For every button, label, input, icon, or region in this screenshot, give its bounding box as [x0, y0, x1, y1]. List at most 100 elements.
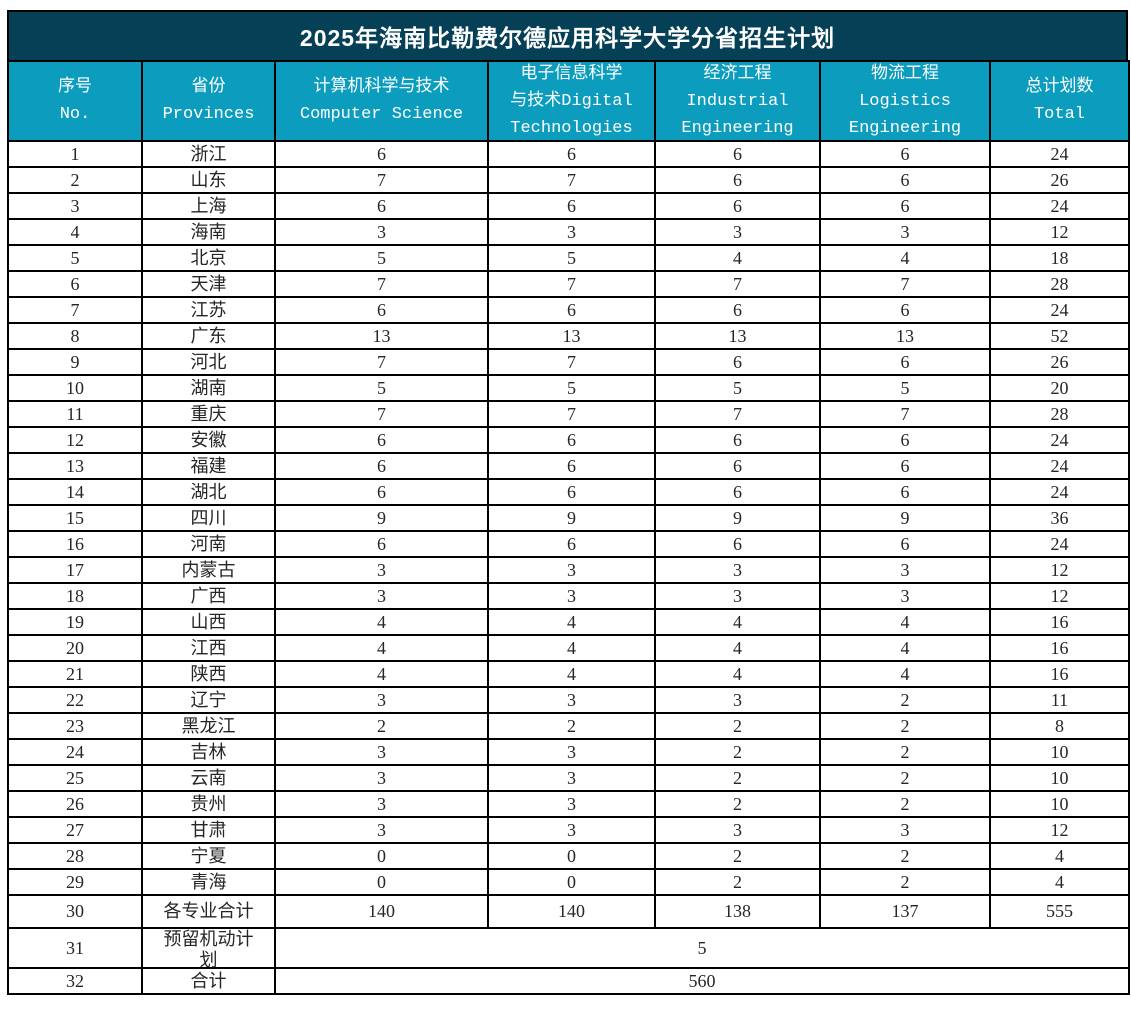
- cell-industrial-engineering: 6: [654, 192, 821, 220]
- cell-province: 山东: [141, 166, 276, 194]
- cell-computer-science: 6: [274, 530, 489, 558]
- table-row: 18 广西 3 3 3 3 12: [7, 582, 1130, 610]
- header-line: 省份: [191, 78, 226, 97]
- cell-province: 辽宁: [141, 686, 276, 714]
- cell-digital-technologies: 2: [487, 712, 656, 740]
- cell-no: 27: [7, 816, 143, 844]
- cell-province: 海南: [141, 218, 276, 246]
- table-row: 20 江西 4 4 4 4 16: [7, 634, 1130, 662]
- cell-logistics-engineering: 3: [819, 582, 991, 610]
- cell-digital-technologies: 6: [487, 530, 656, 558]
- cell-industrial-engineering: 2: [654, 712, 821, 740]
- cell-total: 4: [989, 842, 1130, 870]
- header-line: 计算机科学与技术: [313, 78, 450, 97]
- table-row: 4 海南 3 3 3 3 12: [7, 218, 1130, 246]
- cell-logistics-engineering: 2: [819, 738, 991, 766]
- cell-industrial-engineering: 2: [654, 868, 821, 896]
- cell-logistics-engineering: 7: [819, 400, 991, 428]
- cell-industrial-engineering: 13: [654, 322, 821, 350]
- cell-industrial-engineering: 6: [654, 478, 821, 506]
- cell-no: 15: [7, 504, 143, 532]
- summary-row-grand-total: 32 合计 560: [7, 967, 1130, 995]
- cell-no: 8: [7, 322, 143, 350]
- cell-province: 广东: [141, 322, 276, 350]
- cell-province: 河南: [141, 530, 276, 558]
- table-row: 13 福建 6 6 6 6 24: [7, 452, 1130, 480]
- cell-total: 24: [989, 426, 1130, 454]
- cell-grand-column-total: 555: [989, 894, 1130, 929]
- cell-total: 28: [989, 400, 1130, 428]
- col-header-total: 总计划数 Total: [989, 60, 1130, 142]
- cell-no: 20: [7, 634, 143, 662]
- table-row: 3 上海 6 6 6 6 24: [7, 192, 1130, 220]
- cell-total: 24: [989, 192, 1130, 220]
- cell-computer-science: 6: [274, 426, 489, 454]
- header-line: 经济工程: [703, 64, 772, 84]
- cell-digital-technologies: 6: [487, 426, 656, 454]
- cell-computer-science: 6: [274, 296, 489, 324]
- cell-no: 26: [7, 790, 143, 818]
- summary-row-per-major-total: 30 各专业合计 140 140 138 137 555: [7, 894, 1130, 929]
- cell-no: 7: [7, 296, 143, 324]
- cell-no: 4: [7, 218, 143, 246]
- cell-logistics-engineering: 4: [819, 634, 991, 662]
- cell-computer-science: 3: [274, 816, 489, 844]
- cell-logistics-engineering: 6: [819, 452, 991, 480]
- cell-no: 9: [7, 348, 143, 376]
- summary-row-reserved-plan: 31 预留机动计划 5: [7, 927, 1130, 969]
- cell-province: 上海: [141, 192, 276, 220]
- cell-province: 浙江: [141, 140, 276, 168]
- cell-total: 52: [989, 322, 1130, 350]
- col-header-digital-technologies: 电子信息科学 与技术Digital Technologies: [487, 60, 656, 142]
- cell-no: 29: [7, 868, 143, 896]
- cell-industrial-engineering: 3: [654, 556, 821, 584]
- cell-computer-science: 2: [274, 712, 489, 740]
- table-header: 序号 No. 省份 Provinces 计算机科学与技术 Computer Sc…: [7, 60, 1130, 142]
- cell-total: 10: [989, 790, 1130, 818]
- cell-digital-technologies: 6: [487, 296, 656, 324]
- cell-industrial-engineering: 6: [654, 296, 821, 324]
- cell-logistics-engineering: 6: [819, 348, 991, 376]
- cell-industrial-engineering: 2: [654, 738, 821, 766]
- cell-province: 四川: [141, 504, 276, 532]
- cell-digital-technologies: 3: [487, 790, 656, 818]
- cell-no: 2: [7, 166, 143, 194]
- cell-logistics-engineering: 2: [819, 868, 991, 896]
- cell-industrial-engineering: 4: [654, 608, 821, 636]
- cell-digital-technologies: 3: [487, 556, 656, 584]
- cell-total: 4: [989, 868, 1130, 896]
- cell-total: 12: [989, 816, 1130, 844]
- table-row: 11 重庆 7 7 7 7 28: [7, 400, 1130, 428]
- enrollment-table: 序号 No. 省份 Provinces 计算机科学与技术 Computer Sc…: [7, 60, 1130, 995]
- cell-total: 26: [989, 348, 1130, 376]
- cell-no: 19: [7, 608, 143, 636]
- cell-label: 各专业合计: [141, 894, 276, 929]
- cell-no: 21: [7, 660, 143, 688]
- cell-total: 26: [989, 166, 1130, 194]
- table-row: 27 甘肃 3 3 3 3 12: [7, 816, 1130, 844]
- cell-computer-science: 3: [274, 764, 489, 792]
- cell-no: 31: [7, 927, 143, 969]
- cell-digital-technologies: 3: [487, 816, 656, 844]
- cell-total: 16: [989, 608, 1130, 636]
- header-line: Technologies: [510, 118, 633, 138]
- cell-province: 福建: [141, 452, 276, 480]
- cell-computer-science: 5: [274, 374, 489, 402]
- cell-no: 14: [7, 478, 143, 506]
- cell-digital-technologies: 6: [487, 192, 656, 220]
- cell-province: 山西: [141, 608, 276, 636]
- table-row: 9 河北 7 7 6 6 26: [7, 348, 1130, 376]
- cell-total: 24: [989, 478, 1130, 506]
- cell-logistics-engineering: 6: [819, 192, 991, 220]
- table-summary: 30 各专业合计 140 140 138 137 555 31 预留机动计划 5…: [7, 894, 1130, 995]
- cell-no: 30: [7, 894, 143, 929]
- cell-computer-science: 3: [274, 686, 489, 714]
- reserved-plan-label: 预留机动计划: [163, 929, 254, 967]
- cell-computer-science: 6: [274, 478, 489, 506]
- cell-logistics-engineering: 6: [819, 426, 991, 454]
- cell-computer-science: 4: [274, 634, 489, 662]
- cell-computer-science: 9: [274, 504, 489, 532]
- col-header-industrial-engineering: 经济工程 Industrial Engineering: [654, 60, 821, 142]
- cell-total: 10: [989, 738, 1130, 766]
- table-row: 8 广东 13 13 13 13 52: [7, 322, 1130, 350]
